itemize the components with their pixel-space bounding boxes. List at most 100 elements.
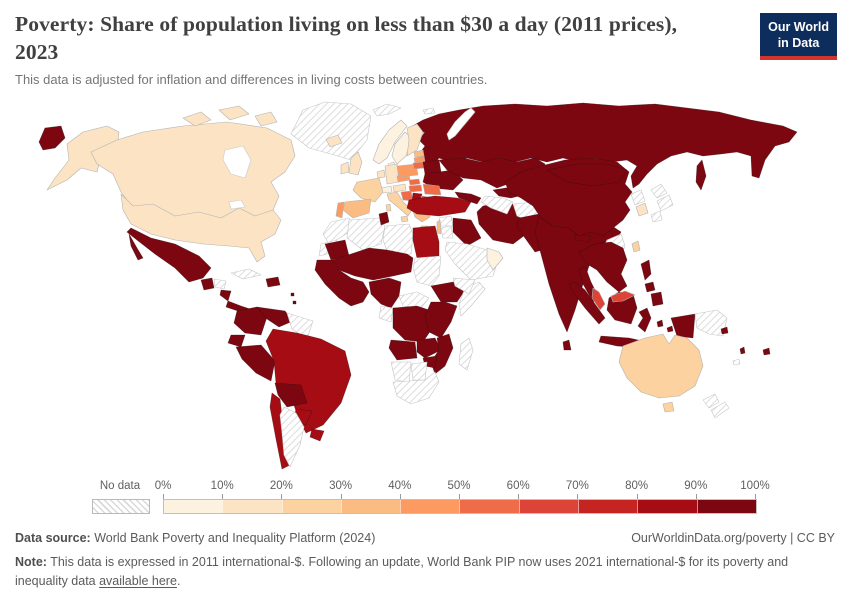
country-south-sudan[interactable] (398, 291, 430, 309)
country-azerbaijan[interactable] (454, 191, 482, 205)
country-tunisia[interactable] (378, 211, 390, 226)
country-fiji[interactable] (762, 347, 771, 356)
country-portugal[interactable] (335, 201, 345, 219)
country-australia[interactable] (662, 401, 675, 413)
country-guatemala[interactable] (200, 277, 215, 291)
country-canada[interactable] (90, 121, 296, 221)
legend-bin-40-50%[interactable] (400, 500, 460, 513)
country-libya[interactable] (382, 223, 414, 257)
country-saudi-arabia[interactable] (444, 241, 500, 281)
country-svalbard[interactable] (372, 103, 402, 117)
country-indonesia[interactable] (568, 281, 606, 325)
country-vietnam[interactable] (578, 241, 628, 293)
country-philippines[interactable] (644, 281, 656, 293)
country-algeria[interactable] (346, 217, 386, 251)
country-taiwan[interactable] (631, 240, 641, 253)
country-brazil[interactable] (265, 328, 352, 434)
country-united-kingdom[interactable] (348, 151, 363, 176)
country-italy[interactable] (385, 203, 392, 212)
country-mongolia[interactable] (546, 163, 628, 187)
country-north-korea[interactable] (630, 189, 646, 206)
country-angola[interactable] (388, 339, 418, 361)
country-egypt[interactable] (412, 225, 440, 259)
country-bolivia[interactable] (274, 382, 308, 408)
country-new-zealand[interactable] (702, 393, 720, 409)
country-argentina[interactable] (279, 406, 305, 468)
no-data-swatch[interactable] (92, 499, 150, 514)
country-malaysia[interactable] (610, 290, 636, 303)
legend-bin-20-30%[interactable] (281, 500, 341, 513)
country-namibia[interactable] (390, 361, 412, 383)
legend-bin-30-40%[interactable] (340, 500, 401, 513)
legend-bin-70-80%[interactable] (578, 500, 638, 513)
country-italy[interactable] (386, 191, 413, 217)
country-hungary[interactable] (408, 184, 423, 193)
country-japan[interactable] (650, 210, 663, 223)
country-united-arab-emirates[interactable] (486, 247, 504, 271)
country-canada[interactable] (254, 111, 278, 127)
country-united-states[interactable] (120, 193, 282, 263)
legend-bin-0-10%[interactable] (164, 500, 223, 513)
country-finland[interactable] (406, 123, 424, 157)
country-mozambique[interactable] (430, 333, 454, 375)
country-iceland[interactable] (325, 134, 343, 148)
country-malaysia[interactable] (591, 287, 606, 311)
country-italy[interactable] (400, 215, 409, 223)
country-democratic-republic-of-congo[interactable] (392, 305, 432, 343)
country-netherlands[interactable] (376, 169, 386, 179)
country-new-caledonia[interactable] (732, 358, 741, 366)
country-canada[interactable] (182, 111, 212, 127)
country-sri-lanka[interactable] (562, 339, 572, 351)
country-canada[interactable] (218, 105, 250, 121)
country-haiti[interactable] (265, 276, 281, 288)
country-austria[interactable] (392, 183, 407, 193)
country-nicaragua[interactable] (219, 289, 232, 302)
country-vanuatu[interactable] (739, 346, 746, 355)
country-indonesia[interactable] (656, 319, 664, 328)
country-indonesia[interactable] (637, 307, 652, 333)
country-syria[interactable] (438, 215, 454, 227)
country-botswana[interactable] (410, 361, 428, 381)
country-france[interactable] (352, 177, 384, 203)
country-lesser-antilles[interactable] (290, 292, 295, 297)
country-russia[interactable] (38, 125, 66, 151)
country-australia[interactable] (618, 333, 704, 399)
legend-bin-10-20%[interactable] (222, 500, 282, 513)
country-ecuador[interactable] (227, 334, 246, 348)
country-indonesia[interactable] (666, 325, 674, 333)
legend-bin-50-60%[interactable] (459, 500, 519, 513)
country-south-korea[interactable] (635, 202, 649, 217)
country-cuba[interactable] (230, 268, 262, 280)
country-solomon-islands[interactable] (720, 326, 729, 335)
country-norway[interactable] (372, 119, 408, 165)
country-mali[interactable] (332, 247, 414, 281)
country-greenland[interactable] (290, 101, 372, 161)
country-senegal[interactable] (314, 259, 370, 307)
country-iraq[interactable] (452, 217, 482, 247)
country-lesser-antilles[interactable] (292, 300, 297, 305)
country-slovakia[interactable] (408, 178, 421, 186)
country-switzerland[interactable] (381, 185, 393, 194)
country-new-zealand[interactable] (710, 401, 730, 419)
country-indonesia[interactable] (670, 313, 696, 339)
country-sweden[interactable] (391, 131, 413, 165)
country-poland[interactable] (396, 163, 419, 178)
country-japan[interactable] (650, 183, 668, 199)
country-gabon[interactable] (378, 305, 394, 323)
country-israel[interactable] (436, 219, 442, 235)
country-madagascar[interactable] (458, 337, 474, 371)
country-lithuania[interactable] (412, 161, 425, 170)
legend-bin-80-90%[interactable] (637, 500, 697, 513)
country-turkmenistan[interactable] (480, 195, 514, 215)
country-svalbard[interactable] (422, 107, 436, 115)
country-papua-new-guinea[interactable] (694, 309, 728, 337)
country-morocco[interactable] (322, 217, 356, 245)
country-yemen[interactable] (452, 277, 476, 295)
country-japan[interactable] (656, 194, 674, 212)
country-philippines[interactable] (640, 259, 652, 281)
legend-bin-60-70%[interactable] (518, 500, 579, 513)
country-kenya[interactable] (424, 301, 458, 339)
owid-logo[interactable]: Our World in Data (760, 13, 837, 60)
country-mexico[interactable] (126, 227, 212, 283)
country-nigeria[interactable] (368, 277, 402, 309)
